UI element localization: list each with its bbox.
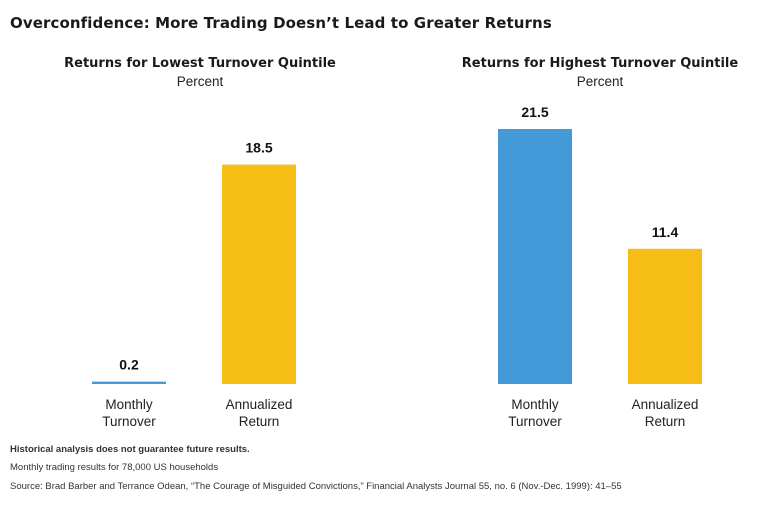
- bar-low-monthly-turnover: [92, 381, 166, 384]
- data-label: 0.2: [119, 357, 139, 373]
- category-label: Monthly: [511, 397, 559, 412]
- source-note: Source: Brad Barber and Terrance Odean, …: [10, 481, 622, 492]
- category-label: Monthly: [105, 397, 153, 412]
- chart-title: Overconfidence: More Trading Doesn’t Lea…: [10, 14, 552, 32]
- data-label: 11.4: [652, 224, 679, 240]
- category-label: Turnover: [508, 414, 562, 429]
- left-panel-title: Returns for Lowest Turnover Quintile: [64, 56, 336, 71]
- bar-low-annualized-return: [222, 164, 296, 384]
- data-label: 21.5: [521, 104, 548, 120]
- bar-high-monthly-turnover: [498, 129, 572, 384]
- data-label: 18.5: [245, 140, 272, 156]
- data-note: Monthly trading results for 78,000 US ho…: [10, 462, 219, 473]
- bar-charts: 0.2 Monthly Turnover 18.5 Annualized Return 21…: [92, 104, 702, 429]
- category-label: Return: [239, 414, 280, 429]
- category-label: Annualized: [226, 397, 293, 412]
- bar-high-annualized-return: [628, 248, 702, 384]
- right-panel-subtitle: Percent: [576, 74, 624, 89]
- category-label: Annualized: [632, 397, 699, 412]
- left-panel-subtitle: Percent: [176, 74, 224, 89]
- category-label: Return: [645, 414, 686, 429]
- right-panel-title: Returns for Highest Turnover Quintile: [461, 56, 739, 71]
- category-label: Turnover: [102, 414, 156, 429]
- disclaimer-note: Historical analysis does not guarantee f…: [10, 444, 250, 455]
